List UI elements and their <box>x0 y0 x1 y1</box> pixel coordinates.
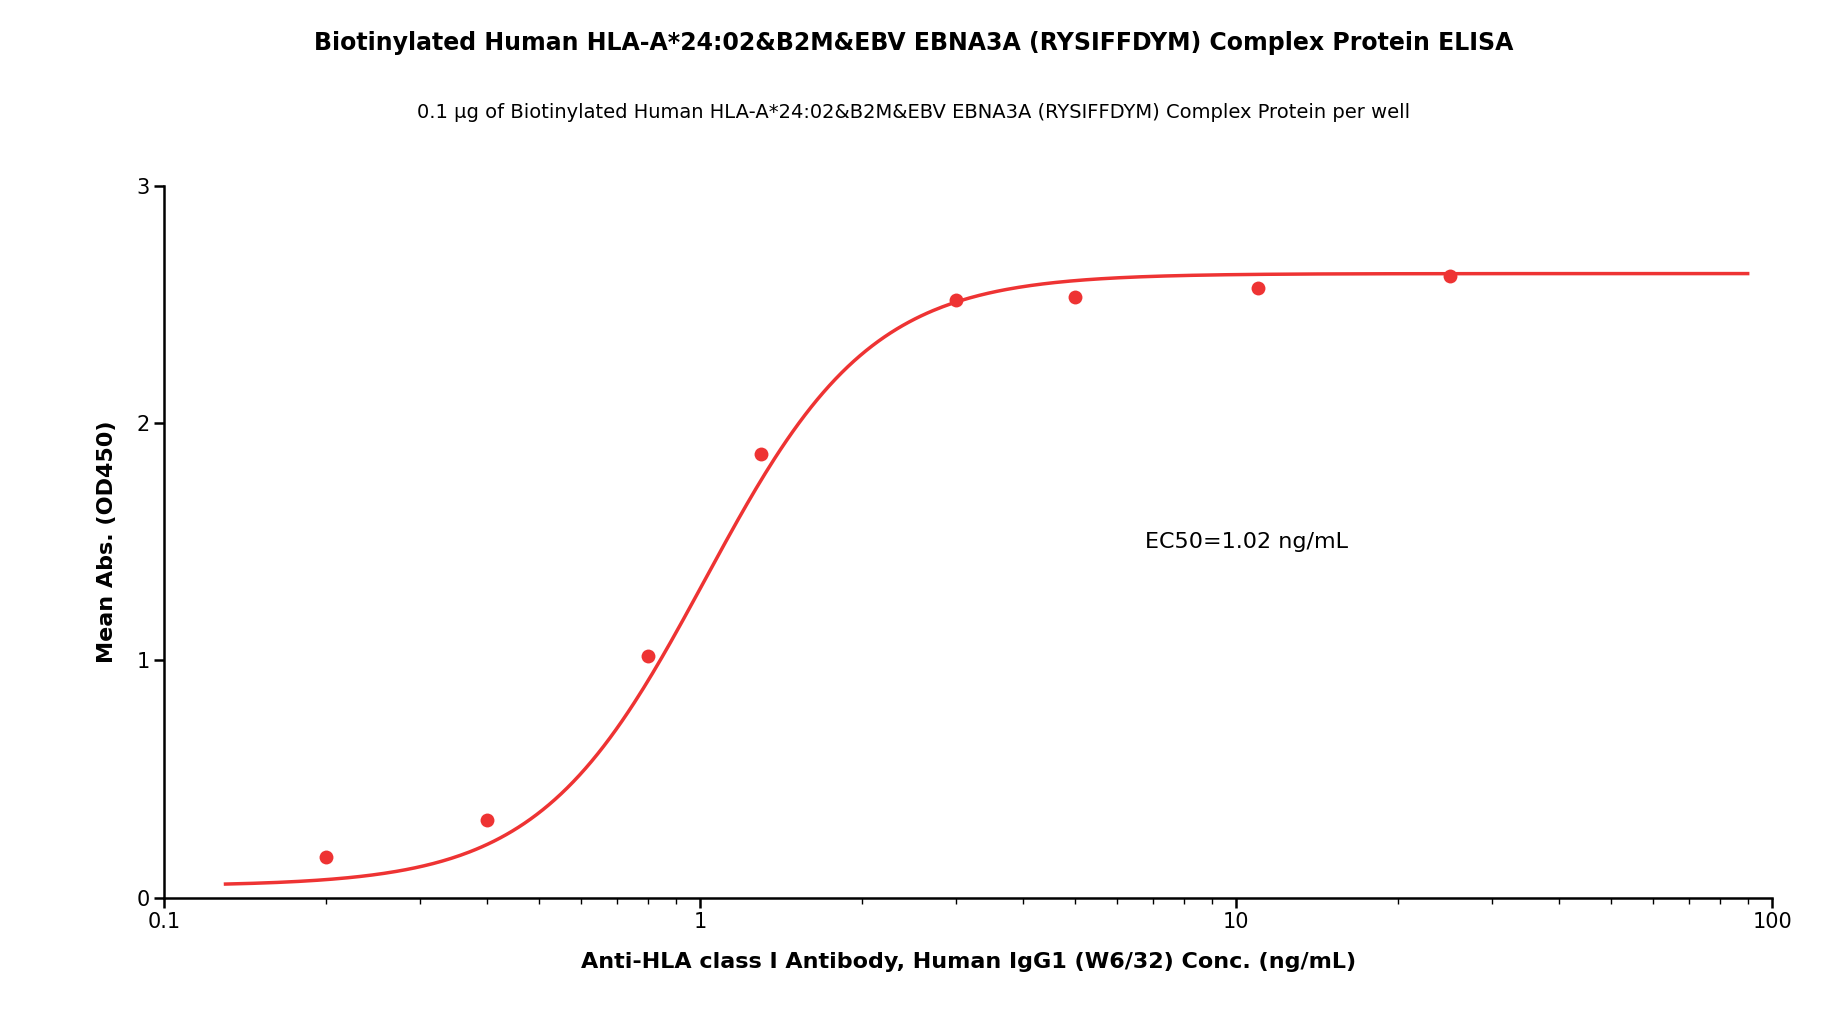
Text: 0.1 μg of Biotinylated Human HLA-A*24:02&B2M&EBV EBNA3A (RYSIFFDYM) Complex Prot: 0.1 μg of Biotinylated Human HLA-A*24:02… <box>417 103 1410 122</box>
Y-axis label: Mean Abs. (OD450): Mean Abs. (OD450) <box>97 421 117 663</box>
Text: Biotinylated Human HLA-A*24:02&B2M&EBV EBNA3A (RYSIFFDYM) Complex Protein ELISA: Biotinylated Human HLA-A*24:02&B2M&EBV E… <box>314 31 1513 55</box>
Text: EC50=1.02 ng/mL: EC50=1.02 ng/mL <box>1146 531 1348 552</box>
X-axis label: Anti-HLA class I Antibody, Human IgG1 (W6/32) Conc. (ng/mL): Anti-HLA class I Antibody, Human IgG1 (W… <box>581 952 1356 972</box>
